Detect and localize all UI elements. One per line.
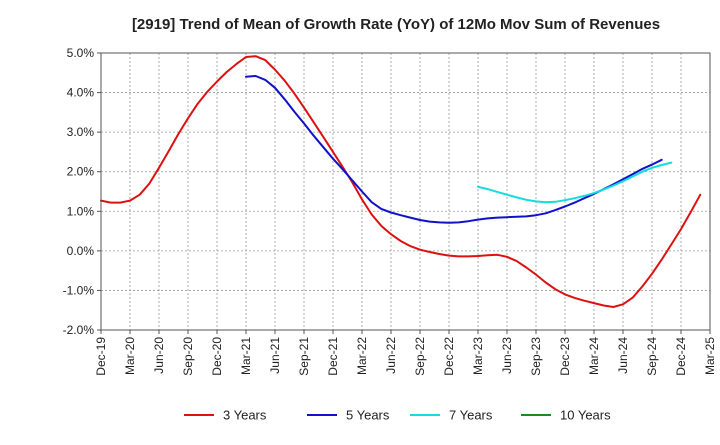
y-tick-label: 3.0% [67, 125, 95, 139]
x-tick-label: Dec-21 [326, 337, 340, 376]
plot-area [101, 53, 710, 330]
x-tick-label: Sep-22 [413, 337, 427, 376]
y-tick-label: 4.0% [67, 86, 95, 100]
x-tick-label: Mar-25 [703, 337, 717, 375]
x-tick-label: Mar-22 [355, 337, 369, 375]
x-tick-label: Mar-24 [587, 337, 601, 375]
series-line-5-years [245, 75, 663, 224]
legend-label: 10 Years [560, 408, 611, 423]
x-tick-label: Mar-23 [471, 337, 485, 375]
series-lines [100, 55, 702, 308]
x-tick-label: Mar-21 [239, 337, 253, 375]
legend-label: 7 Years [449, 408, 493, 423]
series-line-7-years [477, 161, 673, 204]
y-tick-label: -1.0% [63, 283, 95, 297]
y-tick-label: -2.0% [63, 323, 95, 337]
y-tick-label: 5.0% [67, 46, 95, 60]
x-tick-label: Jun-22 [384, 337, 398, 374]
chart-title: [2919] Trend of Mean of Growth Rate (YoY… [132, 16, 660, 33]
x-tick-label: Jun-24 [616, 337, 630, 374]
x-tick-label: Sep-20 [181, 337, 195, 376]
legend: 3 Years 5 Years 7 Years 10 Years [184, 408, 611, 423]
series-line-3-years [100, 55, 702, 308]
x-tick-label: Jun-20 [152, 337, 166, 374]
x-tick-label: Sep-21 [297, 337, 311, 376]
x-tick-label: Dec-22 [442, 337, 456, 376]
legend-label: 3 Years [223, 408, 267, 423]
y-tick-label: 2.0% [67, 165, 95, 179]
y-axis-ticks: -2.0% -1.0% 0.0% 1.0% 2.0% 3.0% 4.0% 5.0% [63, 46, 101, 337]
x-axis-ticks: Dec-19 Mar-20 Jun-20 Sep-20 Dec-20 Mar-21 Jun-… [94, 330, 717, 376]
x-tick-label: Dec-20 [210, 337, 224, 376]
x-tick-label: Dec-24 [674, 337, 688, 376]
x-tick-label: Jun-21 [268, 337, 282, 374]
x-tick-label: Sep-24 [645, 337, 659, 376]
y-tick-label: 1.0% [67, 204, 95, 218]
x-tick-label: Dec-19 [94, 337, 108, 376]
x-tick-label: Sep-23 [529, 337, 543, 376]
y-tick-label: 0.0% [67, 244, 95, 258]
x-tick-label: Mar-20 [123, 337, 137, 375]
plot-frame [100, 52, 711, 331]
legend-label: 5 Years [346, 408, 390, 423]
x-tick-label: Jun-23 [500, 337, 514, 374]
x-tick-label: Dec-23 [558, 337, 572, 376]
